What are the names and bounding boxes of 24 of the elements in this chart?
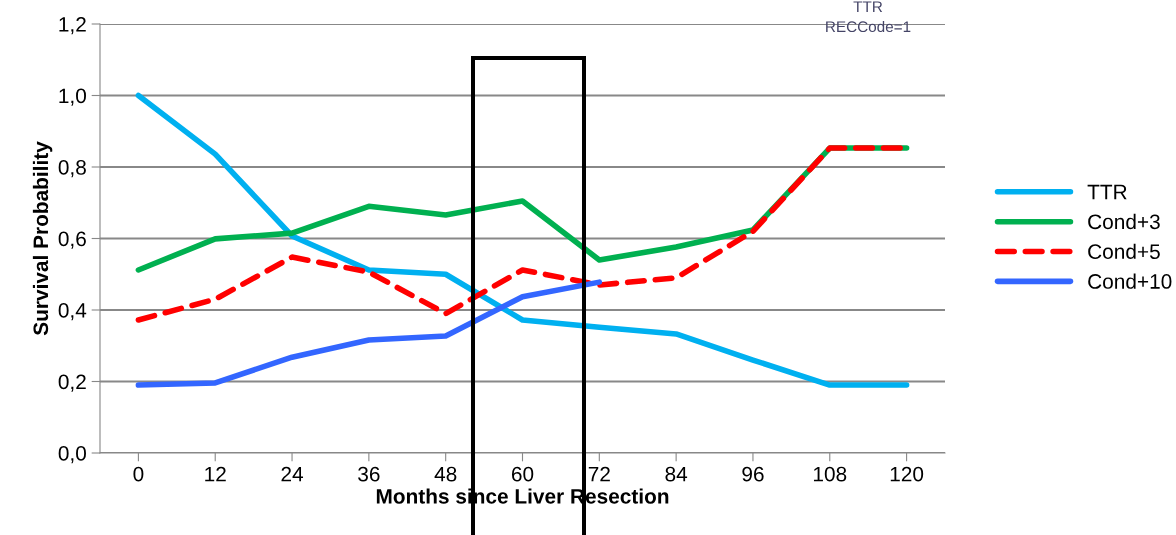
- x-tick-label: 60: [511, 466, 534, 482]
- y-tick-label: 0,6: [58, 231, 86, 249]
- y-tick-label: 0,0: [58, 446, 86, 464]
- x-tick-label: 96: [742, 466, 764, 482]
- legend-label: TTR: [1087, 184, 1127, 200]
- x-tick-label: 120: [890, 466, 924, 482]
- y-tick-label: 0,2: [58, 374, 86, 392]
- x-tick-label: 84: [665, 466, 688, 482]
- y-tick-label: 1,0: [59, 88, 86, 106]
- x-tick-label: 12: [205, 466, 226, 482]
- x-tick-label: 48: [434, 466, 457, 482]
- x-tick-label: 108: [813, 466, 847, 482]
- x-tick-label: 36: [358, 466, 380, 482]
- legend-label: Cond+3: [1088, 213, 1160, 230]
- x-tick-label: 72: [588, 466, 610, 482]
- y-tick-label: 0,4: [58, 303, 87, 321]
- x-tick-label: 24: [281, 466, 304, 482]
- legend-label: Cond+5: [1088, 243, 1160, 260]
- y-tick-label: 0,8: [58, 160, 86, 178]
- text: TTR: [853, 1, 883, 12]
- x-tick-label: 0: [133, 466, 144, 482]
- y-tick-label: 1,2: [59, 17, 86, 35]
- legend-label: Cond+10: [1088, 273, 1172, 289]
- y-axis-title: Survival Probability: [32, 141, 53, 336]
